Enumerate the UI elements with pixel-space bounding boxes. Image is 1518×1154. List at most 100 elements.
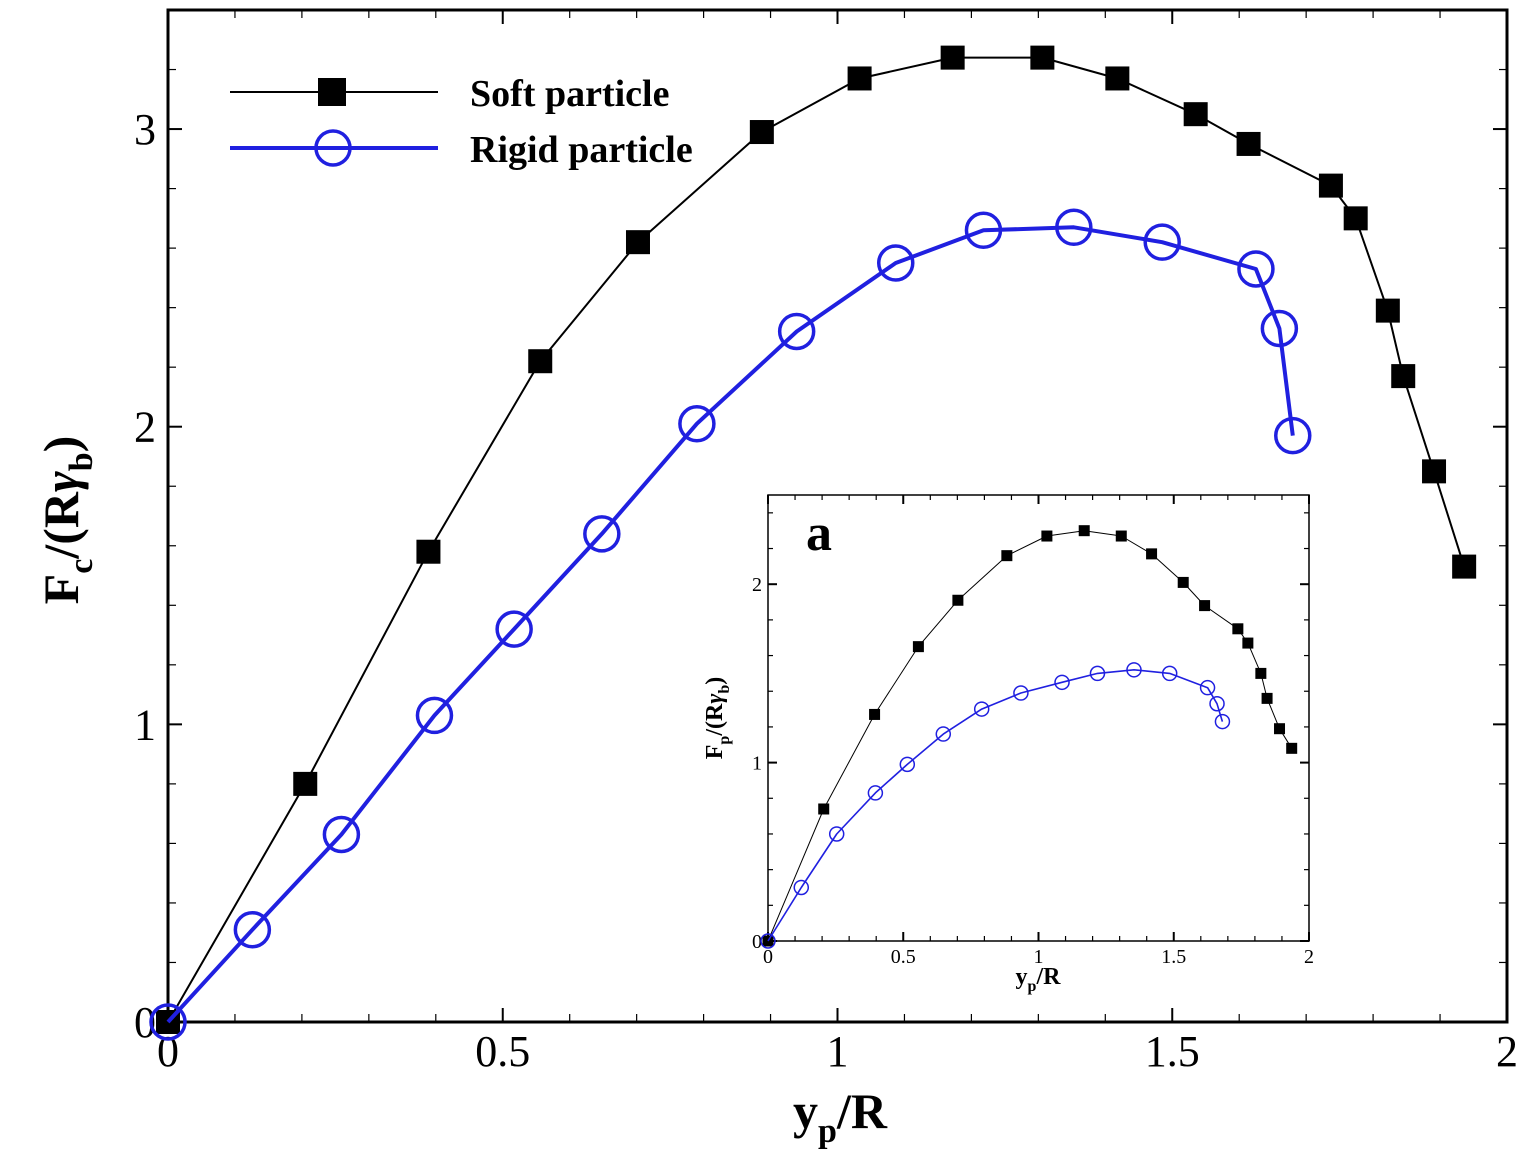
main-rigid-point bbox=[495, 610, 533, 648]
inset-soft-point bbox=[952, 594, 964, 606]
inset-soft-point bbox=[912, 641, 924, 653]
inset-rigid-point bbox=[1054, 674, 1070, 691]
inset-soft-point bbox=[1199, 600, 1211, 612]
inset-rigid-point bbox=[1214, 713, 1231, 730]
main-soft-point bbox=[1318, 173, 1343, 198]
inset-y-title-sub: p bbox=[716, 736, 733, 745]
main-rigid-point bbox=[876, 244, 915, 282]
main-soft-point bbox=[1236, 131, 1261, 156]
inset-panel-label: a bbox=[806, 505, 832, 562]
inset-soft-point bbox=[1286, 742, 1298, 754]
inset-soft-point bbox=[1274, 723, 1286, 735]
main-y-title-sub: c bbox=[63, 559, 100, 574]
legend: Soft particle Rigid particle bbox=[230, 73, 693, 171]
main-soft-point bbox=[625, 230, 650, 255]
main-soft-point bbox=[1183, 102, 1208, 127]
main-rigid-point bbox=[322, 815, 361, 854]
main-x-tick-label: 1 bbox=[827, 1027, 849, 1076]
inset-x-tick-label: 0.5 bbox=[891, 946, 916, 968]
inset-x-title-rest: /R bbox=[1035, 964, 1061, 990]
main-x-tick-label: 2 bbox=[1496, 1027, 1518, 1076]
inset-y-tick-label: 1 bbox=[752, 753, 762, 775]
inset-rigid-point bbox=[1126, 662, 1142, 678]
legend-rigid-label: Rigid particle bbox=[470, 129, 693, 171]
inset-series-line-rigid bbox=[767, 668, 1224, 942]
inset-y-title-greek: γ bbox=[702, 694, 728, 704]
legend-rigid-marker bbox=[314, 129, 352, 167]
inset-soft-point bbox=[1146, 548, 1158, 560]
main-soft-point bbox=[1452, 554, 1477, 579]
inset-series bbox=[760, 525, 1298, 949]
inset-soft-point bbox=[1261, 692, 1273, 704]
main-rigid-point bbox=[233, 910, 272, 949]
main-rigid-point bbox=[777, 312, 816, 351]
inset-x-tick-label: 2 bbox=[1304, 946, 1314, 968]
inset-x-tick-label: 1.5 bbox=[1161, 946, 1186, 968]
main-soft-point bbox=[1375, 298, 1400, 323]
inset-tick-labels: 0 0.5 1 1.5 2 0 1 2 bbox=[752, 574, 1314, 968]
inset-soft-point bbox=[1242, 637, 1254, 649]
main-rigid-point bbox=[1274, 416, 1312, 455]
main-rigid-point bbox=[1237, 250, 1275, 288]
main-x-title-rest: /R bbox=[836, 1083, 888, 1139]
main-y-title-gsub: b bbox=[63, 452, 100, 471]
inset-soft-point bbox=[1041, 530, 1053, 542]
inset-y-title-mid: /(R bbox=[702, 703, 728, 737]
inset-x-title-sub: p bbox=[1028, 978, 1037, 995]
main-y-axis-title: Fc/(Rγb) bbox=[33, 436, 100, 605]
inset-y-title-close: ) bbox=[702, 677, 728, 685]
inset-rigid-point bbox=[1199, 679, 1216, 696]
main-rigid-point bbox=[149, 1003, 187, 1041]
main-y-tick-label: 2 bbox=[134, 403, 156, 452]
inset-soft-point bbox=[869, 708, 881, 720]
inset-x-axis-title: yp/R bbox=[1016, 964, 1062, 995]
inset-plot-frame bbox=[767, 494, 1310, 942]
inset-rigid-point bbox=[793, 879, 810, 896]
inset-rigid-point bbox=[1209, 695, 1225, 712]
inset-rigid-point bbox=[828, 826, 845, 842]
main-rigid-point bbox=[1143, 223, 1181, 261]
inset-rigid-point bbox=[1089, 665, 1106, 682]
main-x-tick-label: 0.5 bbox=[475, 1027, 530, 1076]
inset-rigid-point bbox=[1161, 665, 1178, 682]
main-series-line-rigid bbox=[166, 225, 1295, 1024]
main-x-axis-title: yp/R bbox=[793, 1083, 888, 1150]
inset-soft-point bbox=[1177, 576, 1189, 588]
inset-x-title-base: y bbox=[1016, 964, 1028, 990]
main-soft-point bbox=[940, 45, 965, 70]
inset-y-tick-label: 2 bbox=[752, 574, 762, 596]
main-soft-point bbox=[528, 349, 553, 374]
main-y-title-close: ) bbox=[33, 436, 89, 453]
main-y-title-base: F bbox=[33, 574, 89, 605]
main-series bbox=[149, 45, 1477, 1041]
legend-soft-label: Soft particle bbox=[470, 73, 669, 115]
main-y-title-mid: /(R bbox=[33, 491, 89, 560]
main-rigid-point bbox=[583, 515, 621, 553]
inset-y-tick-label: 0 bbox=[752, 931, 762, 953]
main-y-title-greek: γ bbox=[33, 471, 89, 492]
legend-soft-marker bbox=[318, 78, 346, 106]
inset-rigid-point bbox=[935, 726, 952, 742]
inset-soft-point bbox=[818, 803, 830, 815]
main-x-tick-label: 0 bbox=[157, 1027, 179, 1076]
main-rigid-point bbox=[1055, 208, 1093, 247]
inset-y-title-base: F bbox=[702, 745, 728, 760]
main-rigid-point bbox=[964, 211, 1003, 250]
main-y-tick-label: 0 bbox=[134, 998, 156, 1047]
main-y-tick-label: 3 bbox=[134, 105, 156, 154]
main-x-tick-label: 1.5 bbox=[1145, 1027, 1200, 1076]
main-tick-labels: 0 0.5 1 1.5 2 0 1 2 3 bbox=[134, 105, 1518, 1076]
inset-rigid-point bbox=[899, 756, 916, 773]
main-soft-point bbox=[847, 66, 872, 91]
main-x-title-sub: p bbox=[818, 1113, 837, 1150]
main-x-title-base: y bbox=[793, 1083, 818, 1139]
main-soft-point bbox=[293, 771, 318, 796]
main-soft-point bbox=[416, 539, 441, 564]
inset-y-axis-title: Fp/(Rγb) bbox=[702, 677, 733, 759]
inset-soft-point bbox=[1001, 550, 1013, 562]
main-rigid-point bbox=[415, 696, 454, 735]
main-soft-point bbox=[1030, 45, 1055, 70]
inset-x-tick-label: 0 bbox=[763, 946, 773, 968]
main-soft-point bbox=[1343, 206, 1368, 231]
